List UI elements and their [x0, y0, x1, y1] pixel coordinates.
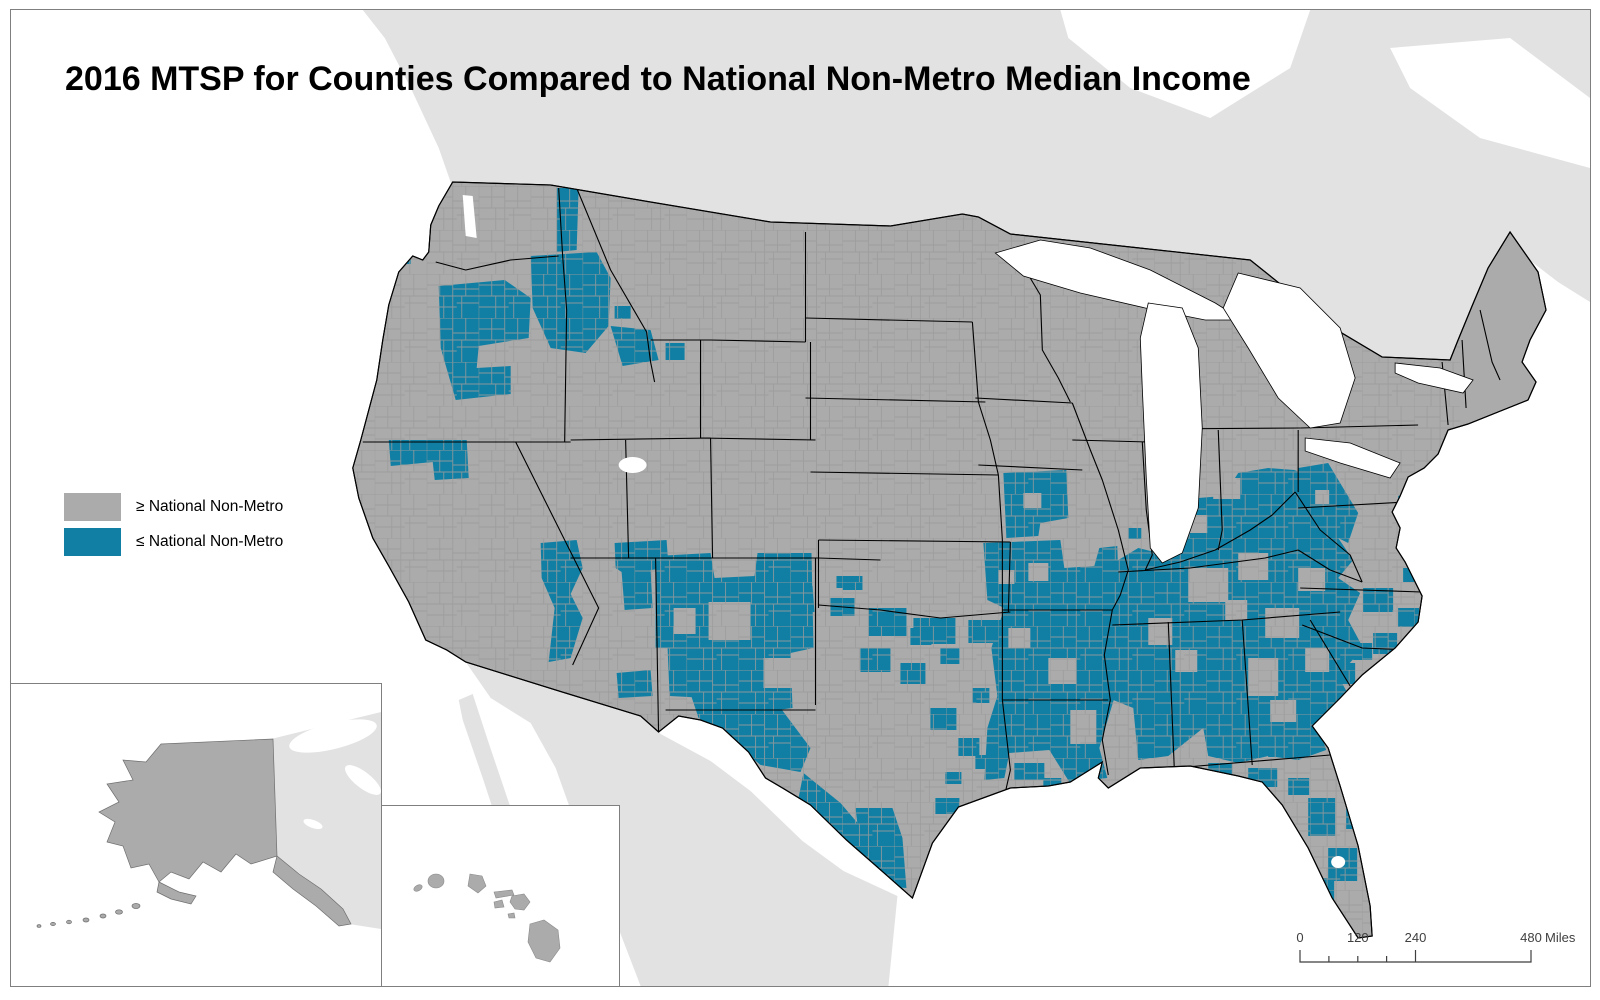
canada-landmass — [362, 10, 1590, 366]
alaska-panhandle — [272, 855, 352, 927]
lake-ontario — [1394, 362, 1474, 394]
island-kauai — [427, 873, 445, 889]
hawaii-inset — [381, 805, 620, 986]
scale-tick-0: 0 — [1296, 930, 1303, 945]
map-title: 2016 MTSP for Counties Compared to Natio… — [65, 60, 1251, 98]
island-maui — [509, 893, 531, 911]
legend-swatch-below-icon — [64, 528, 121, 556]
legend-swatch-above-icon — [64, 493, 121, 521]
scale-bar-graphic: 0 120 240 480 Miles — [1296, 930, 1576, 963]
aleutian-islands — [36, 903, 141, 928]
scale-bar: 0 120 240 480 Miles — [1291, 926, 1590, 978]
lake-erie — [1304, 437, 1401, 479]
island-niihau — [413, 884, 423, 892]
hawaii-inset-map — [413, 873, 561, 963]
alaska-inset-water — [289, 719, 381, 830]
scale-tick-240: 240 — [1405, 930, 1427, 945]
northern-water — [462, 10, 1590, 238]
alaska-peninsula — [156, 881, 197, 905]
scale-unit-label: Miles — [1545, 930, 1576, 945]
alaska-inset — [11, 683, 382, 986]
legend-item-above: ≥ National Non-Metro — [64, 493, 283, 521]
alaska-inset-map — [36, 712, 381, 929]
state-borders — [362, 187, 1501, 793]
island-lanai — [493, 899, 505, 909]
legend: ≥ National Non-Metro ≤ National Non-Metr… — [64, 493, 283, 556]
lake-huron — [1222, 272, 1356, 429]
island-oahu — [467, 873, 487, 894]
great-lakes — [994, 239, 1474, 564]
island-hawaii — [527, 919, 561, 963]
lake-okeechobee — [1331, 856, 1346, 868]
great-salt-lake — [618, 457, 647, 473]
scale-tick-480: 480 — [1520, 930, 1542, 945]
island-molokai — [493, 889, 515, 899]
scale-tick-120: 120 — [1347, 930, 1369, 945]
legend-label-below: ≤ National Non-Metro — [136, 533, 284, 550]
scale-bar-line — [1299, 950, 1532, 963]
alaska-mainland — [98, 738, 278, 883]
legend-label-above: ≥ National Non-Metro — [136, 498, 284, 515]
island-kahoolawe — [507, 912, 516, 919]
main-map-frame: 2016 MTSP for Counties Compared to Natio… — [10, 9, 1591, 987]
lake-michigan — [1139, 302, 1203, 564]
legend-item-below: ≤ National Non-Metro — [64, 528, 283, 556]
